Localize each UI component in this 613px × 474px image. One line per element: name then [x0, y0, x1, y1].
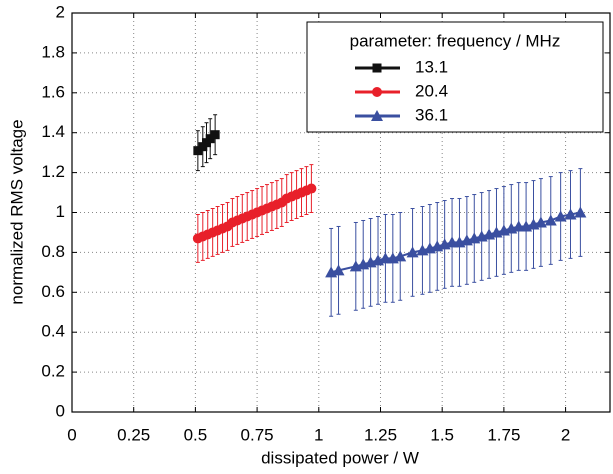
y-tick-label: 0.4 — [41, 322, 65, 341]
y-tick-label: 2 — [56, 2, 65, 21]
marker — [306, 183, 317, 194]
marker — [554, 210, 567, 222]
marker — [406, 246, 419, 258]
y-tick-label: 0.6 — [41, 282, 65, 301]
x-tick-label: 1 — [314, 425, 323, 444]
legend-marker — [372, 63, 382, 73]
marker — [534, 216, 547, 228]
legend-label: 20.4 — [415, 81, 448, 100]
y-tick-label: 0.8 — [41, 242, 65, 261]
y-tick-label: 1 — [56, 202, 65, 221]
x-tick-label: 0.5 — [184, 425, 208, 444]
x-tick-label: 1.25 — [364, 425, 397, 444]
y-tick-label: 1.2 — [41, 162, 65, 181]
x-tick-label: 1.75 — [487, 425, 520, 444]
legend-label: 36.1 — [415, 105, 448, 124]
marker — [193, 146, 203, 156]
legend-label: 13.1 — [415, 57, 448, 76]
marker — [544, 214, 557, 226]
x-tick-label: 0 — [67, 425, 76, 444]
legend-title: parameter: frequency / MHz — [350, 31, 561, 50]
marker — [564, 208, 577, 220]
x-tick-label: 0.25 — [117, 425, 150, 444]
plot-frame — [71, 12, 611, 413]
legend-marker — [372, 87, 382, 97]
x-tick-label: 1.5 — [430, 425, 454, 444]
y-tick-label: 0.2 — [41, 362, 65, 381]
y-tick-label: 1.8 — [41, 42, 65, 61]
y-tick-label: 1.6 — [41, 82, 65, 101]
marker — [332, 264, 345, 276]
y-tick-label: 0 — [56, 401, 65, 420]
marker — [574, 206, 587, 218]
legend-box — [306, 21, 604, 133]
x-tick-label: 2 — [561, 425, 570, 444]
x-axis-label: dissipated power / W — [261, 448, 419, 467]
x-tick-label: 0.75 — [241, 425, 274, 444]
y-axis-label: normalized RMS voltage — [7, 119, 26, 304]
y-tick-label: 1.4 — [41, 122, 65, 141]
marker — [210, 130, 220, 140]
marker — [205, 134, 215, 144]
marker — [394, 250, 407, 262]
legend-marker — [371, 110, 383, 121]
